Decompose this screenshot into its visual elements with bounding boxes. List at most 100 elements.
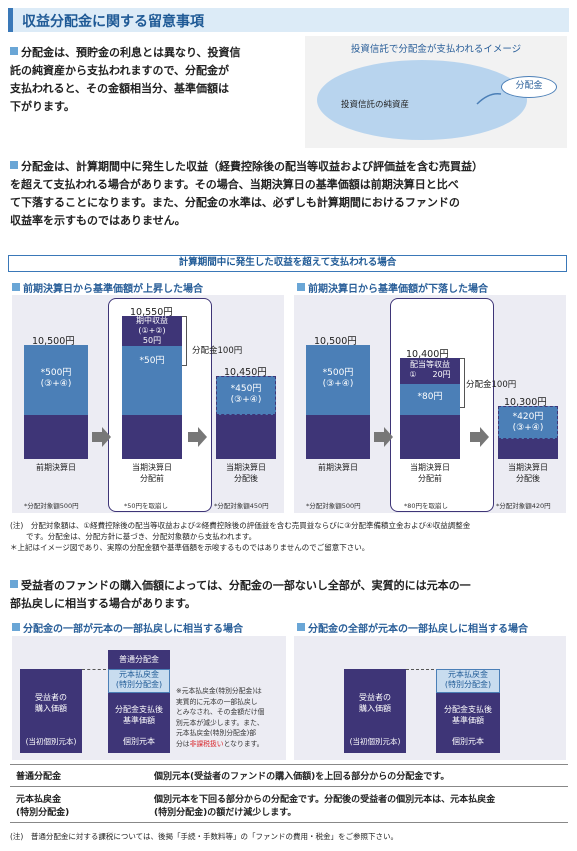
- partial-buyer-label: 受益者の 購入価額: [35, 693, 67, 713]
- right-bar2-bracket: [460, 358, 465, 408]
- page-title: 収益分配金に関する留意事項: [22, 14, 204, 30]
- right-bar2-value: 10,400円: [406, 349, 449, 360]
- left-bar2-inner: *50円: [139, 356, 165, 366]
- table-row: 普通分配金 個別元本(受益者のファンドの購入価額)を上回る部分からの分配金です。: [10, 764, 568, 787]
- left-bar1-purple: [24, 415, 88, 459]
- left-bar3-blue: [216, 376, 276, 415]
- full-after-bar: [436, 693, 500, 753]
- left-bar2-income: [122, 316, 182, 346]
- final-note: (注) 普通分配金に対する課税については、後掲「手続・手数料等」の「ファンドの費…: [10, 832, 398, 841]
- left-bar2-label: 当期決算日 分配前: [132, 463, 172, 483]
- bullet-square-icon: [297, 283, 305, 291]
- right-bar2-label: 当期決算日 分配前: [410, 463, 450, 483]
- definition-term: 普通分配金: [10, 764, 148, 787]
- right-bar3-purple: [498, 439, 558, 459]
- paragraph-exceed: 分配金は、計算期間中に発生した収益（経費控除後の配当等収益および評価益を含む売買…: [10, 160, 483, 227]
- bullet-square-icon: [12, 283, 20, 291]
- partial-after-principal: 個別元本: [123, 737, 155, 746]
- full-refund-label: 元本払戻金 (特別分配金): [444, 670, 492, 689]
- left-bar2-purple: [122, 415, 182, 459]
- right-bar2-inner: *80円: [417, 392, 443, 402]
- partial-after-label: 分配金支払後 基準価額: [115, 705, 163, 725]
- left-bar2-blue: [122, 346, 182, 415]
- right-bar2-income: [400, 358, 460, 384]
- net-assets-label: 投資信託の純資産: [341, 100, 410, 110]
- full-after-principal: 個別元本: [452, 737, 484, 746]
- bullet-square-icon: [297, 623, 305, 631]
- left-bar2-income-label: 期中収益 (①+②) 50円: [136, 316, 168, 345]
- right-bar1-blue: [306, 345, 370, 415]
- left-bar2-note: *50円を取崩し: [124, 502, 169, 510]
- left-bar2-value: 10,550円: [130, 307, 173, 318]
- partial-refund-bar: [108, 669, 170, 693]
- left-bar1-inner: *500円 (③+④): [40, 368, 72, 389]
- partial-buyer-cost: (当初個別元本): [25, 737, 77, 746]
- arrow-icon: [92, 432, 102, 442]
- page-title-bar: 収益分配金に関する留意事項: [8, 8, 569, 32]
- bullet-square-icon: [10, 161, 18, 169]
- partial-heading: 分配金の一部が元本の一部払戻しに相当する場合: [12, 620, 243, 635]
- arrow-head-icon: [480, 427, 489, 447]
- right-bar3-label: 当期決算日 分配後: [508, 463, 548, 483]
- left-bar3-purple: [216, 415, 276, 459]
- left-bar3-value: 10,450円: [224, 367, 267, 378]
- arrow-icon: [188, 432, 198, 442]
- right-bar1-value: 10,500円: [314, 336, 357, 347]
- left-bar2-bracket: [182, 316, 187, 366]
- right-bar2-dividend: 分配金100円: [466, 380, 517, 390]
- definition-term: 元本払戻金 (特別分配金): [10, 786, 148, 823]
- right-bar1-inner: *500円 (③+④): [322, 368, 354, 389]
- left-bar3-note: *分配対象額450円: [214, 502, 269, 510]
- left-bar1-note: *分配対象額500円: [24, 502, 79, 510]
- partial-ordinary-bar: [108, 650, 170, 669]
- full-buyer-bar: [344, 669, 406, 753]
- right-bar2-note: *80円を取崩し: [404, 502, 449, 510]
- left-bar1-label: 前期決算日: [36, 463, 76, 472]
- flow-arrow-icon: [476, 92, 502, 105]
- partial-refund-label: 元本払戻金 (特別分配金): [115, 670, 163, 689]
- definition-desc: 個別元本(受益者のファンドの購入価額)を上回る部分からの分配金です。: [148, 764, 568, 787]
- illustration-caption: 投資信託で分配金が支払われるイメージ: [350, 44, 522, 55]
- table-row: 元本払戻金 (特別分配金) 個別元本を下回る部分からの分配金です。分配後の受益者の…: [10, 786, 568, 823]
- right-bar3-inner: *420円 (③+④): [512, 412, 544, 433]
- left-bar1-value: 10,500円: [32, 336, 75, 347]
- right-chart-heading: 前期決算日から基準価額が下落した場合: [297, 280, 488, 295]
- intro-paragraph: 分配金は、預貯金の利息とは異なり、投資信 託の純資産から支払われますので、分配金…: [10, 46, 241, 113]
- right-bar2-blue: [400, 384, 460, 415]
- right-bar2-income-label: 配当等収益 ① 20円: [409, 360, 451, 379]
- chart-notes: (注) 分配対象額は、①経費控除後の配当等収益および②経費控除後の評価益を含む売…: [10, 521, 471, 552]
- left-bar1-blue: [24, 345, 88, 415]
- partial-ordinary-label: 普通分配金: [119, 655, 159, 664]
- right-bar1-note: *分配対象額500円: [306, 502, 361, 510]
- arrow-head-icon: [384, 427, 393, 447]
- right-bar1-purple: [306, 415, 370, 459]
- full-buyer-label: 受益者の 購入価額: [359, 693, 391, 713]
- partial-buyer-bar: [20, 669, 82, 753]
- left-chart-heading: 前期決算日から基準価額が上昇した場合: [12, 280, 203, 295]
- left-bar2-dividend: 分配金100円: [192, 346, 243, 356]
- paragraph-refund: 受益者のファンドの購入価額によっては、分配金の一部ないし全部が、実質的には元本の…: [10, 579, 471, 610]
- bullet-square-icon: [12, 623, 20, 631]
- arrow-head-icon: [198, 427, 207, 447]
- full-refund-bar: [436, 669, 500, 693]
- right-bar3-value: 10,300円: [504, 397, 547, 408]
- arrow-icon: [374, 432, 384, 442]
- dividend-oval: 分配金: [501, 76, 557, 98]
- definitions-table: 普通分配金 個別元本(受益者のファンドの購入価額)を上回る部分からの分配金です。…: [10, 764, 568, 823]
- bullet-square-icon: [10, 580, 18, 588]
- bullet-square-icon: [10, 47, 18, 55]
- arrow-head-icon: [102, 427, 111, 447]
- left-bar3-inner: *450円 (③+④): [230, 384, 262, 405]
- partial-after-bar: [108, 693, 170, 753]
- full-heading: 分配金の全部が元本の一部払戻しに相当する場合: [297, 620, 528, 635]
- full-buyer-cost: (当初個別元本): [349, 737, 401, 746]
- right-bar3-blue: [498, 406, 558, 439]
- right-bar3-note: *分配対象額420円: [496, 502, 551, 510]
- right-bar1-label: 前期決算日: [318, 463, 358, 472]
- definition-desc: 個別元本を下回る部分からの分配金です。分配後の受益者の個別元本は、元本払戻金 (特…: [148, 786, 568, 823]
- full-after-label: 分配金支払後 基準価額: [444, 705, 492, 725]
- section-box-title: 計算期間中に発生した収益を超えて支払われる場合: [8, 255, 567, 272]
- partial-note: ※元本払戻金(特別分配金)は 実質的に元本の一部払戻し とみなされ、その金額だけ個別…: [176, 687, 265, 748]
- dividend-illustration: 投資信託で分配金が支払われるイメージ 投資信託の純資産 分配金: [305, 36, 567, 148]
- left-bar3-label: 当期決算日 分配後: [226, 463, 266, 483]
